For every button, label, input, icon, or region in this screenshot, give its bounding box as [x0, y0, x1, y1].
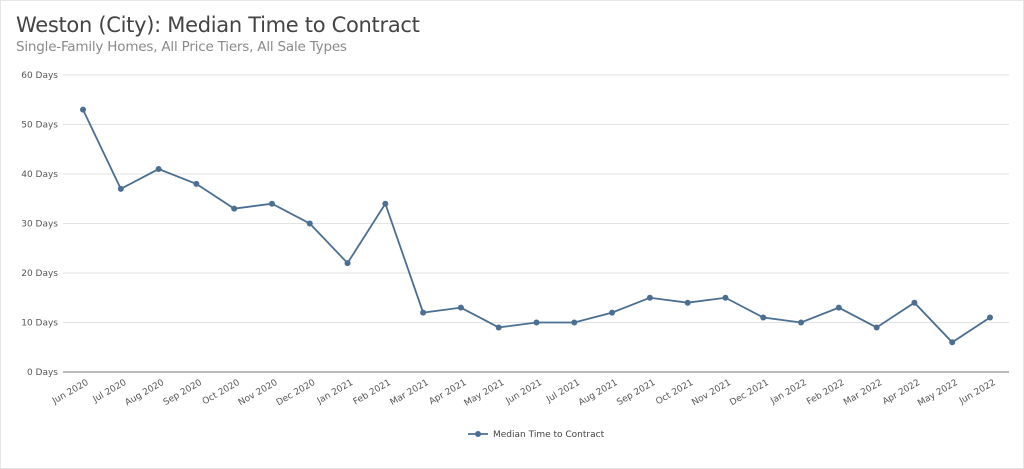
- x-tick-label: Feb 2022: [805, 378, 846, 408]
- data-point: [760, 314, 767, 321]
- data-point: [873, 324, 880, 331]
- data-point: [306, 220, 313, 227]
- data-point: [155, 166, 162, 173]
- y-tick-label: 30 Days: [21, 220, 58, 230]
- x-tick-label: Jun 2020: [50, 378, 91, 407]
- data-point: [231, 205, 238, 212]
- x-tick-label: Jan 2021: [315, 378, 355, 407]
- data-point: [911, 299, 918, 306]
- data-point: [495, 324, 502, 331]
- y-tick-label: 0 Days: [27, 368, 58, 378]
- y-tick-label: 20 Days: [21, 269, 58, 279]
- x-tick-label: Jun 2022: [957, 378, 997, 407]
- x-tick-label: Nov 2021: [690, 378, 733, 408]
- x-tick-label: Apr 2021: [428, 378, 469, 407]
- data-point: [80, 106, 86, 113]
- chart-title: Weston (City): Median Time to Contract: [16, 13, 420, 37]
- data-point: [722, 294, 729, 301]
- data-point: [609, 309, 616, 316]
- data-point: [533, 319, 540, 326]
- series-line: [82, 109, 991, 344]
- x-tick-label: Dec 2021: [728, 378, 770, 408]
- x-tick-label: May 2022: [916, 378, 959, 409]
- data-point: [646, 294, 653, 301]
- data-point: [684, 299, 691, 306]
- chart-subtitle: Single-Family Homes, All Price Tiers, Al…: [16, 39, 347, 55]
- data-point: [193, 180, 200, 187]
- data-point: [949, 339, 956, 346]
- x-tick-label: May 2021: [463, 378, 506, 409]
- y-tick-label: 60 Days: [21, 71, 58, 81]
- x-tick-label: Sep 2021: [615, 378, 657, 408]
- legend-label: Median Time to Contract: [493, 430, 605, 440]
- data-point: [987, 314, 993, 321]
- x-tick-label: Dec 2020: [275, 378, 318, 408]
- x-tick-label: Oct 2020: [201, 378, 242, 407]
- x-tick-label: Jul 2020: [91, 378, 129, 406]
- data-point: [420, 309, 427, 316]
- x-tick-label: Oct 2021: [654, 378, 695, 407]
- data-point: [344, 260, 351, 267]
- x-tick-label: Mar 2022: [842, 378, 884, 408]
- x-tick-label: Sep 2020: [162, 378, 204, 408]
- y-tick-label: 40 Days: [21, 170, 58, 180]
- x-tick-label: Aug 2021: [577, 378, 620, 408]
- data-point: [268, 200, 275, 207]
- data-point: [835, 304, 842, 311]
- y-tick-label: 50 Days: [21, 121, 58, 131]
- data-point: [382, 200, 389, 207]
- data-point: [457, 304, 464, 311]
- x-tick-label: Jul 2021: [544, 378, 582, 405]
- y-tick-label: 10 Days: [21, 319, 58, 329]
- data-point: [571, 319, 578, 326]
- x-tick-label: Apr 2022: [881, 378, 922, 407]
- legend-marker: [475, 431, 481, 437]
- x-tick-label: Feb 2021: [352, 378, 393, 408]
- x-tick-label: Aug 2020: [124, 378, 167, 408]
- data-point: [798, 319, 805, 326]
- x-tick-label: Mar 2021: [389, 378, 431, 408]
- x-tick-label: Jan 2022: [768, 378, 808, 407]
- x-tick-label: Nov 2020: [237, 378, 280, 408]
- x-tick-label: Jun 2021: [504, 378, 544, 407]
- data-point: [117, 185, 124, 192]
